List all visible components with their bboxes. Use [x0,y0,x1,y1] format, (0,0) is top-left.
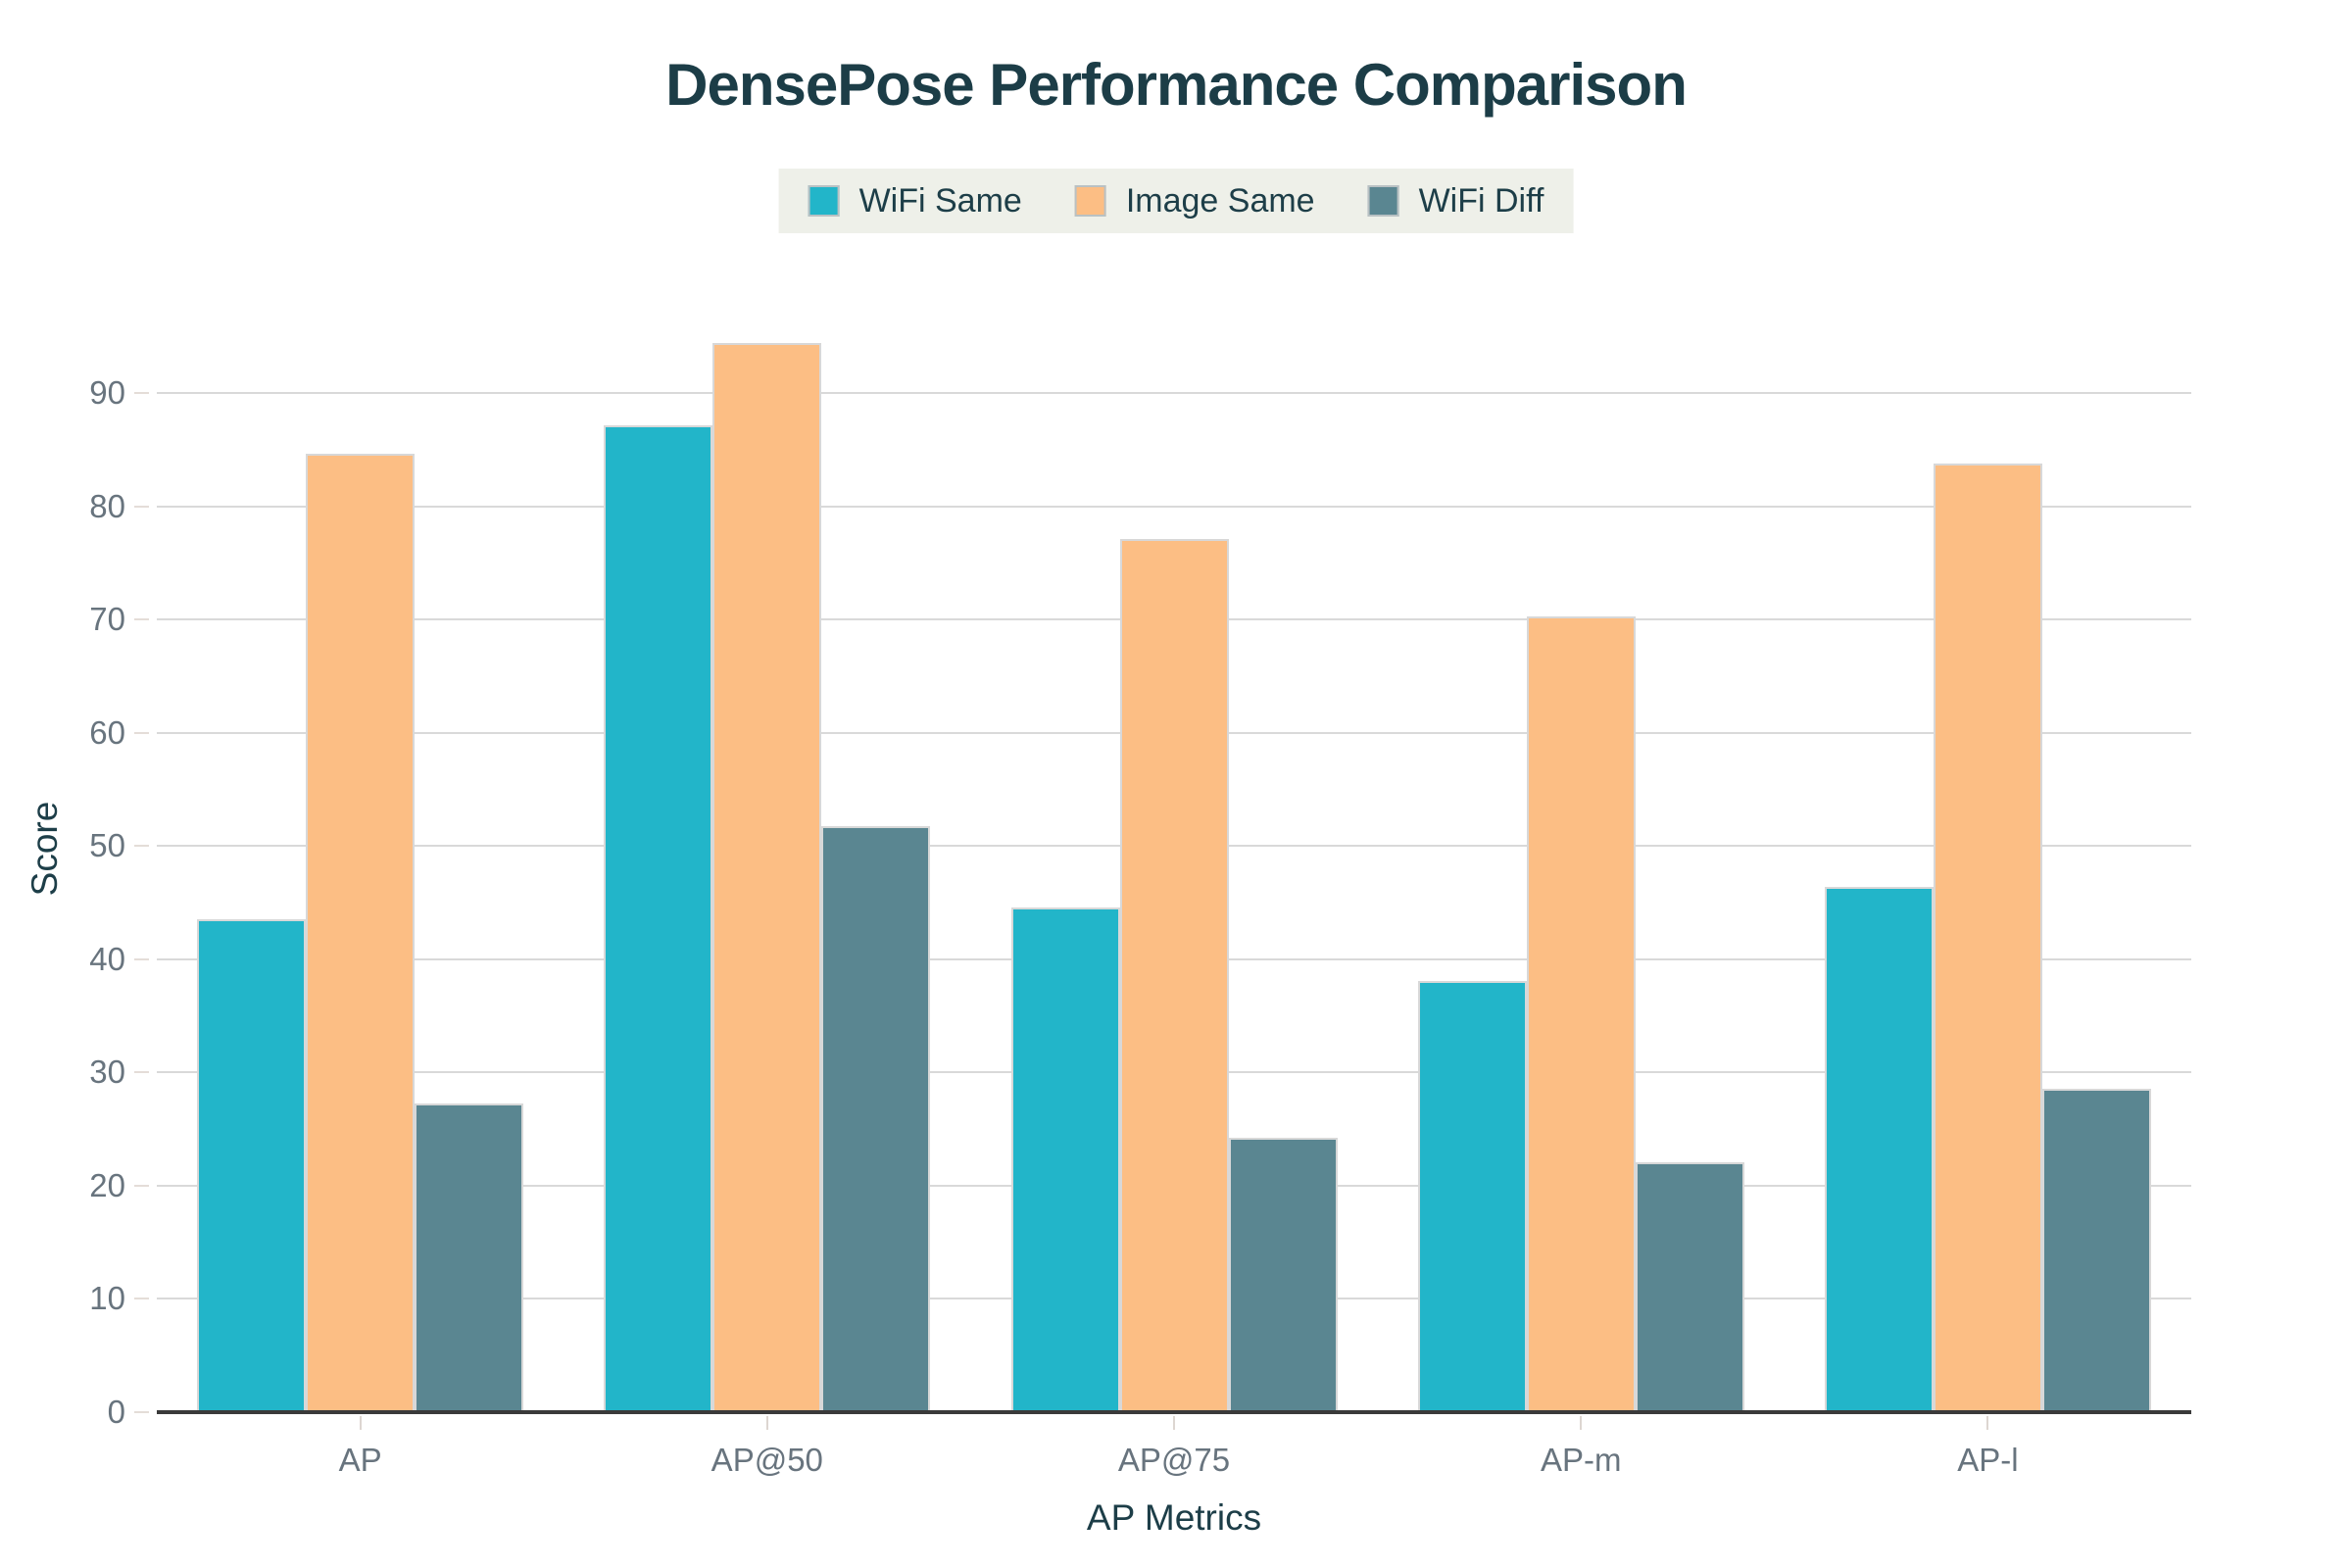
bar-wifi-same-ap-m[interactable] [1417,980,1527,1412]
legend-item-wifi-same[interactable]: WiFi Same [808,182,1022,220]
y-axis-tick-label: 80 [89,487,125,524]
legend-item-label: WiFi Same [858,181,1022,220]
x-axis-tick-mark [765,1416,768,1430]
bar-image-same-ap-50[interactable] [712,343,822,1412]
y-axis-tick-label: 70 [89,601,125,638]
x-axis-tick-label: AP-m [1540,1442,1622,1478]
x-axis-title: AP Metrics [1086,1497,1262,1538]
plot-area: 0 10 20 30 40 50 60 70 80 90 AP AP@50 AP@75 AP-m AP-l [89,325,2191,1478]
bar-wifi-same-ap-75[interactable] [1010,906,1120,1412]
y-axis-tick-mark [134,618,149,621]
chart-title: DensePose Performance Comparison [665,52,1688,118]
bar-wifi-diff-ap[interactable] [415,1102,524,1412]
legend: WiFi Same Image Same WiFi Diff [778,169,1574,233]
y-axis-tick-mark [134,1411,149,1413]
y-axis-tick-label: 30 [89,1054,125,1091]
bar-wifi-same-ap-50[interactable] [604,424,713,1412]
x-axis-line [157,1410,2191,1414]
legend-swatch-icon [1074,185,1106,217]
bar-wifi-diff-ap-m[interactable] [1635,1161,1744,1412]
y-axis-title: Score [24,801,65,897]
legend-swatch-icon [1367,185,1399,217]
legend-item-label: WiFi Diff [1418,181,1544,220]
bar-wifi-same-ap[interactable] [197,919,307,1412]
x-axis-tick-label: AP-l [1957,1442,2019,1478]
x-axis-tick-mark [359,1416,362,1430]
y-axis-tick-label: 10 [89,1280,125,1317]
x-axis-tick-mark [1986,1416,1989,1430]
gridline [157,505,2191,508]
bar-image-same-ap-m[interactable] [1526,615,1636,1412]
y-axis-tick-mark [134,392,149,395]
x-axis-tick-mark [1173,1416,1175,1430]
y-axis-tick-label: 20 [89,1166,125,1203]
legend-item-wifi-diff[interactable]: WiFi Diff [1367,181,1544,220]
bar-wifi-diff-ap-l[interactable] [2041,1088,2151,1412]
bar-image-same-ap-75[interactable] [1119,539,1229,1412]
y-axis-tick-mark [134,957,149,960]
y-axis-tick-label: 60 [89,713,125,751]
y-axis-tick-mark [134,1184,149,1187]
y-axis-tick-label: 40 [89,940,125,977]
x-axis-tick-label: AP@75 [1117,1442,1231,1478]
x-axis-tick-label: AP [338,1442,382,1478]
gridline [157,392,2191,395]
bar-image-same-ap[interactable] [306,453,416,1412]
bar-wifi-diff-ap-50[interactable] [821,825,931,1412]
y-axis-tick-mark [134,731,149,734]
y-axis-tick-mark [134,1298,149,1300]
y-axis-tick-label: 50 [89,827,125,864]
bar-image-same-ap-l[interactable] [1933,463,2042,1412]
legend-item-label: Image Same [1125,181,1315,220]
y-axis-tick-mark [134,505,149,508]
y-axis-tick-label: 90 [89,374,125,412]
y-axis-tick-mark [134,845,149,848]
y-axis-tick-label: 0 [107,1394,125,1430]
bar-wifi-same-ap-l[interactable] [1824,886,1934,1412]
x-axis-tick-label: AP@50 [710,1442,823,1478]
legend-swatch-icon [808,185,840,217]
y-axis-tick-mark [134,1071,149,1074]
x-axis-tick-mark [1580,1416,1583,1430]
bar-wifi-diff-ap-75[interactable] [1228,1138,1338,1412]
legend-item-image-same[interactable]: Image Same [1074,181,1315,220]
